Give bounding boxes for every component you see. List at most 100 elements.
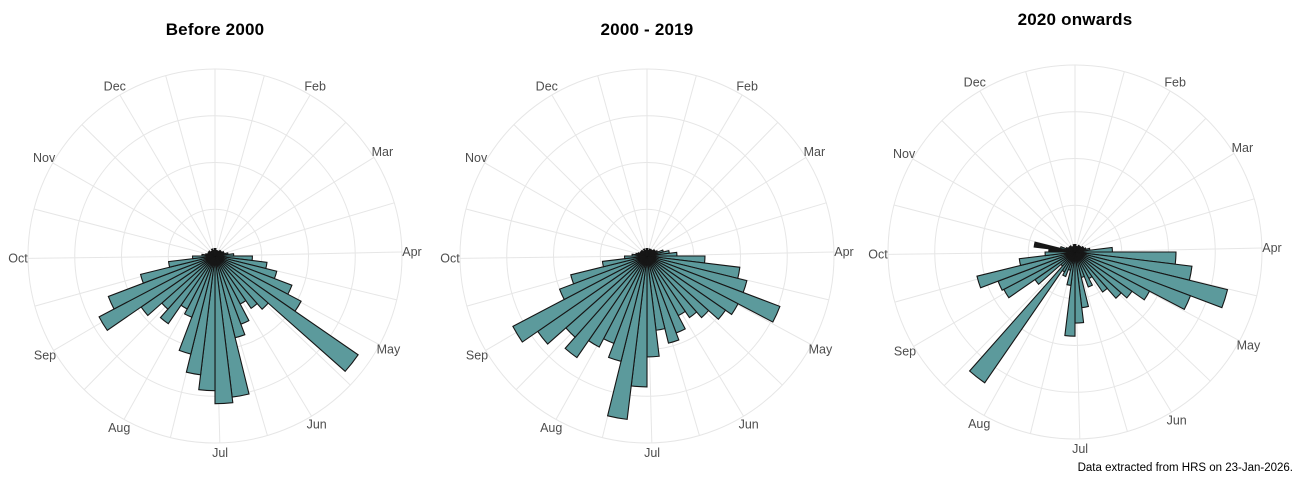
month-label-may: May (809, 343, 833, 357)
bar-week-35 (98, 255, 216, 332)
month-label-jun: Jun (739, 418, 759, 432)
bar-week-21 (214, 255, 258, 310)
month-label-feb: Feb (1164, 75, 1186, 89)
grid-spoke-minor (597, 75, 648, 257)
bar-week-32 (968, 251, 1076, 384)
bar-week-19 (1074, 251, 1133, 299)
bar-week-24 (646, 255, 680, 344)
grid-spoke-minor (33, 208, 216, 257)
month-label-aug: Aug (540, 421, 562, 435)
month-label-apr: Apr (834, 245, 853, 259)
month-label-dec: Dec (964, 75, 986, 89)
grid-spoke-minor (1074, 71, 1125, 253)
bar-week-37 (139, 255, 216, 284)
grid-spoke-minor (214, 75, 265, 257)
grid-spoke-minor (1074, 198, 1255, 253)
grid-spoke-minor (646, 122, 779, 257)
grid-spoke-major (979, 90, 1076, 253)
bar-week-17 (1074, 251, 1192, 311)
grid-spoke-minor (165, 75, 216, 257)
rose-chart-2: Feb Mar Apr May Jun Jul Aug Sep Oct Nov Dec (440, 68, 854, 460)
month-label-sep: Sep (466, 349, 488, 363)
month-label-sep: Sep (894, 345, 916, 359)
grid-spoke-major (646, 157, 807, 257)
bar-week-19 (646, 255, 727, 321)
grid-spoke-minor (214, 202, 395, 257)
grid-spoke-major (214, 94, 311, 257)
grid-spoke-major (646, 94, 743, 257)
bar-week-20 (1074, 251, 1122, 299)
bar-week-23 (1074, 251, 1094, 288)
grid-spoke-major (484, 162, 648, 257)
month-label-jul: Jul (644, 446, 660, 460)
grid-spoke-major (1074, 251, 1172, 413)
bar-week-37 (976, 251, 1076, 289)
caption: Data extracted from HRS on 23-Jan-2026. (1077, 462, 1293, 474)
month-label-oct: Oct (8, 252, 28, 266)
bar-week-38 (1018, 251, 1076, 267)
grid-spoke-minor (465, 208, 648, 257)
bar-week-32 (564, 255, 648, 359)
month-label-apr: Apr (1262, 241, 1281, 255)
grid-spoke-major (214, 157, 375, 257)
grid-spoke-major (28, 255, 216, 259)
grid-spoke-major (912, 158, 1076, 253)
chart-title-before-2000: Before 2000 (165, 20, 265, 39)
bar-week-32 (159, 255, 216, 325)
bar-week-39 (192, 255, 216, 260)
month-label-may: May (1237, 339, 1261, 353)
bar-week-21 (646, 255, 698, 319)
grid-spoke-major (119, 94, 216, 257)
grid-spoke-major (1074, 153, 1235, 253)
bar-week-39 (624, 255, 648, 260)
month-label-dec: Dec (104, 79, 126, 93)
rose-chart-3: Feb Mar Apr May Jun Jul Aug Sep Oct Nov Dec (868, 64, 1282, 456)
month-label-apr: Apr (402, 245, 421, 259)
month-label-aug: Aug (108, 421, 130, 435)
month-label-nov: Nov (465, 151, 488, 165)
bar-week-18 (1074, 251, 1151, 301)
grid-spoke-major (983, 251, 1076, 416)
grid-spoke-minor (941, 120, 1076, 253)
bar-week-17 (646, 255, 781, 323)
bar-week-21 (1074, 251, 1109, 293)
month-label-nov: Nov (33, 151, 56, 165)
bar-week-52 (645, 247, 648, 257)
rose-chart-1: Feb Mar Apr May Jun Jul Aug Sep Oct Nov Dec (8, 68, 422, 460)
grid-spoke-minor (646, 75, 697, 257)
bar-week-52 (1073, 245, 1076, 253)
grid-spoke-major (551, 94, 648, 257)
month-label-mar: Mar (804, 145, 826, 159)
month-label-dec: Dec (536, 79, 558, 93)
grid-spoke-minor (646, 202, 827, 257)
bar-week-36 (107, 255, 216, 310)
bar-week-26 (214, 255, 234, 405)
grid-spoke-minor (81, 124, 216, 257)
bar-week-20 (214, 255, 269, 310)
grid-spoke-minor (513, 124, 648, 257)
grid-spoke-minor (214, 122, 347, 257)
month-label-may: May (377, 343, 401, 357)
month-label-jun: Jun (1167, 414, 1187, 428)
chart-title-2020-onwards: 2020 onwards (1017, 10, 1133, 29)
bar-week-39 (1044, 251, 1076, 257)
bar-week-18 (646, 255, 739, 316)
chart-title-2000-2019: 2000 - 2019 (600, 20, 694, 39)
month-label-jul: Jul (212, 446, 228, 460)
bar-week-19 (214, 255, 359, 373)
bar-week-20 (646, 255, 710, 319)
grid-spoke-major (1074, 90, 1171, 253)
month-label-jul: Jul (1072, 442, 1088, 456)
bar-week-52 (213, 247, 216, 257)
grid-spoke-minor (1074, 251, 1128, 432)
grid-spoke-minor (1025, 71, 1076, 253)
bar-week-38 (601, 255, 648, 268)
month-label-jun: Jun (307, 418, 327, 432)
month-label-aug: Aug (968, 417, 990, 431)
grid-spoke-major (460, 255, 648, 259)
month-label-oct: Oct (440, 252, 460, 266)
month-label-feb: Feb (304, 79, 326, 93)
month-label-feb: Feb (736, 79, 758, 93)
bar-week-36 (558, 255, 648, 301)
